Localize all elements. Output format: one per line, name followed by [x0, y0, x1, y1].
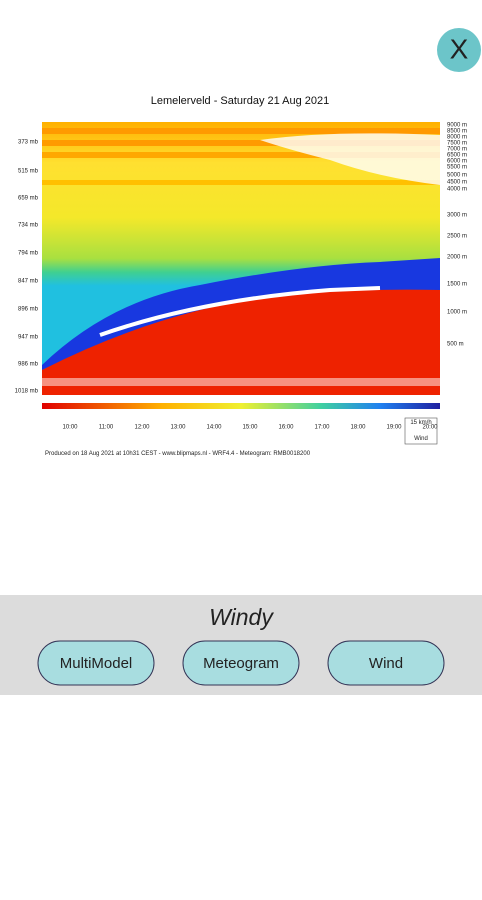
pressure-label: 1018 mb	[15, 389, 39, 395]
pressure-label: 515 mb	[18, 169, 39, 175]
altitude-label: 8500 m	[447, 129, 467, 135]
altitude-label: 2000 m	[447, 255, 467, 261]
button-row: MultiModel Meteogram Wind	[37, 640, 445, 686]
altitude-label: 7500 m	[447, 141, 467, 147]
button-shape[interactable]	[327, 640, 445, 686]
meteogram: 15 km/h Wind Lemelerveld - Saturday 21 A…	[15, 95, 467, 457]
wind-box-text: 15 km/h	[410, 420, 431, 426]
cloud-band	[42, 180, 440, 185]
altitude-label: 6000 m	[447, 159, 467, 165]
unstable-area	[42, 289, 440, 395]
time-label: 10:00	[62, 425, 78, 431]
button-label[interactable]: Wind	[369, 655, 403, 672]
altitude-label: 1000 m	[447, 310, 467, 316]
meteogram-title: Lemelerveld - Saturday 21 Aug 2021	[151, 95, 330, 107]
time-label: 20:00	[422, 425, 438, 431]
pressure-label: 794 mb	[18, 251, 39, 257]
panel-button[interactable]: MultiModel	[37, 640, 155, 686]
button-shape[interactable]	[37, 640, 155, 686]
wind-box	[404, 417, 438, 445]
time-label: 19:00	[386, 425, 402, 431]
altitude-label: 5500 m	[447, 165, 467, 171]
panel-button[interactable]: Wind	[327, 640, 445, 686]
time-label: 13:00	[170, 425, 186, 431]
altitude-label: 9000 m	[447, 123, 467, 129]
cloud-band	[42, 128, 440, 134]
altitude-label: 4000 m	[447, 187, 467, 193]
pressure-label: 847 mb	[18, 279, 39, 285]
pressure-label: 373 mb	[18, 140, 39, 146]
altitude-label: 5000 m	[447, 173, 467, 179]
close-label[interactable]: X	[450, 33, 469, 64]
cloud-area	[260, 133, 440, 185]
altitude-label: 4500 m	[447, 180, 467, 186]
time-label: 15:00	[242, 425, 258, 431]
wind-label: Wind	[414, 436, 428, 442]
close-button[interactable]: X	[437, 28, 481, 72]
time-label: 14:00	[206, 425, 222, 431]
pressure-label: 659 mb	[18, 196, 39, 202]
pressure-label: 986 mb	[18, 362, 39, 368]
axis-labels: 373 mb 515 mb 659 mb 734 mb 794 mb 847 mb 896 …	[15, 123, 467, 431]
altitude-label: 500 m	[447, 342, 464, 348]
altitude-label: 1500 m	[447, 282, 467, 288]
color-bar	[42, 403, 440, 409]
time-label: 16:00	[278, 425, 294, 431]
meteogram-footer: Produced on 18 Aug 2021 at 10h31 CEST - …	[45, 451, 311, 457]
panel-title: Windy	[209, 604, 274, 630]
stable-layer	[42, 258, 440, 370]
panel-button[interactable]: Meteogram	[182, 640, 300, 686]
altitude-label: 6500 m	[447, 153, 467, 159]
altitude-label: 3000 m	[447, 213, 467, 219]
button-shape[interactable]	[182, 640, 300, 686]
pressure-label: 947 mb	[18, 335, 39, 341]
button-label[interactable]: Meteogram	[203, 655, 279, 672]
altitude-label: 2500 m	[447, 234, 467, 240]
close-circle[interactable]	[437, 28, 481, 72]
time-label: 17:00	[314, 425, 330, 431]
altitude-label: 8000 m	[447, 135, 467, 141]
time-label: 11:00	[99, 425, 114, 431]
pressure-label: 896 mb	[18, 307, 39, 313]
cloud-band	[42, 152, 440, 158]
time-label: 18:00	[350, 425, 366, 431]
altitude-label: 7000 m	[447, 147, 467, 153]
cloud-base	[99, 286, 381, 337]
pressure-label: 734 mb	[18, 223, 39, 229]
button-label[interactable]: MultiModel	[60, 655, 133, 672]
surface-row	[42, 378, 440, 386]
time-label: 12:00	[134, 425, 150, 431]
cloud-band	[42, 140, 440, 146]
